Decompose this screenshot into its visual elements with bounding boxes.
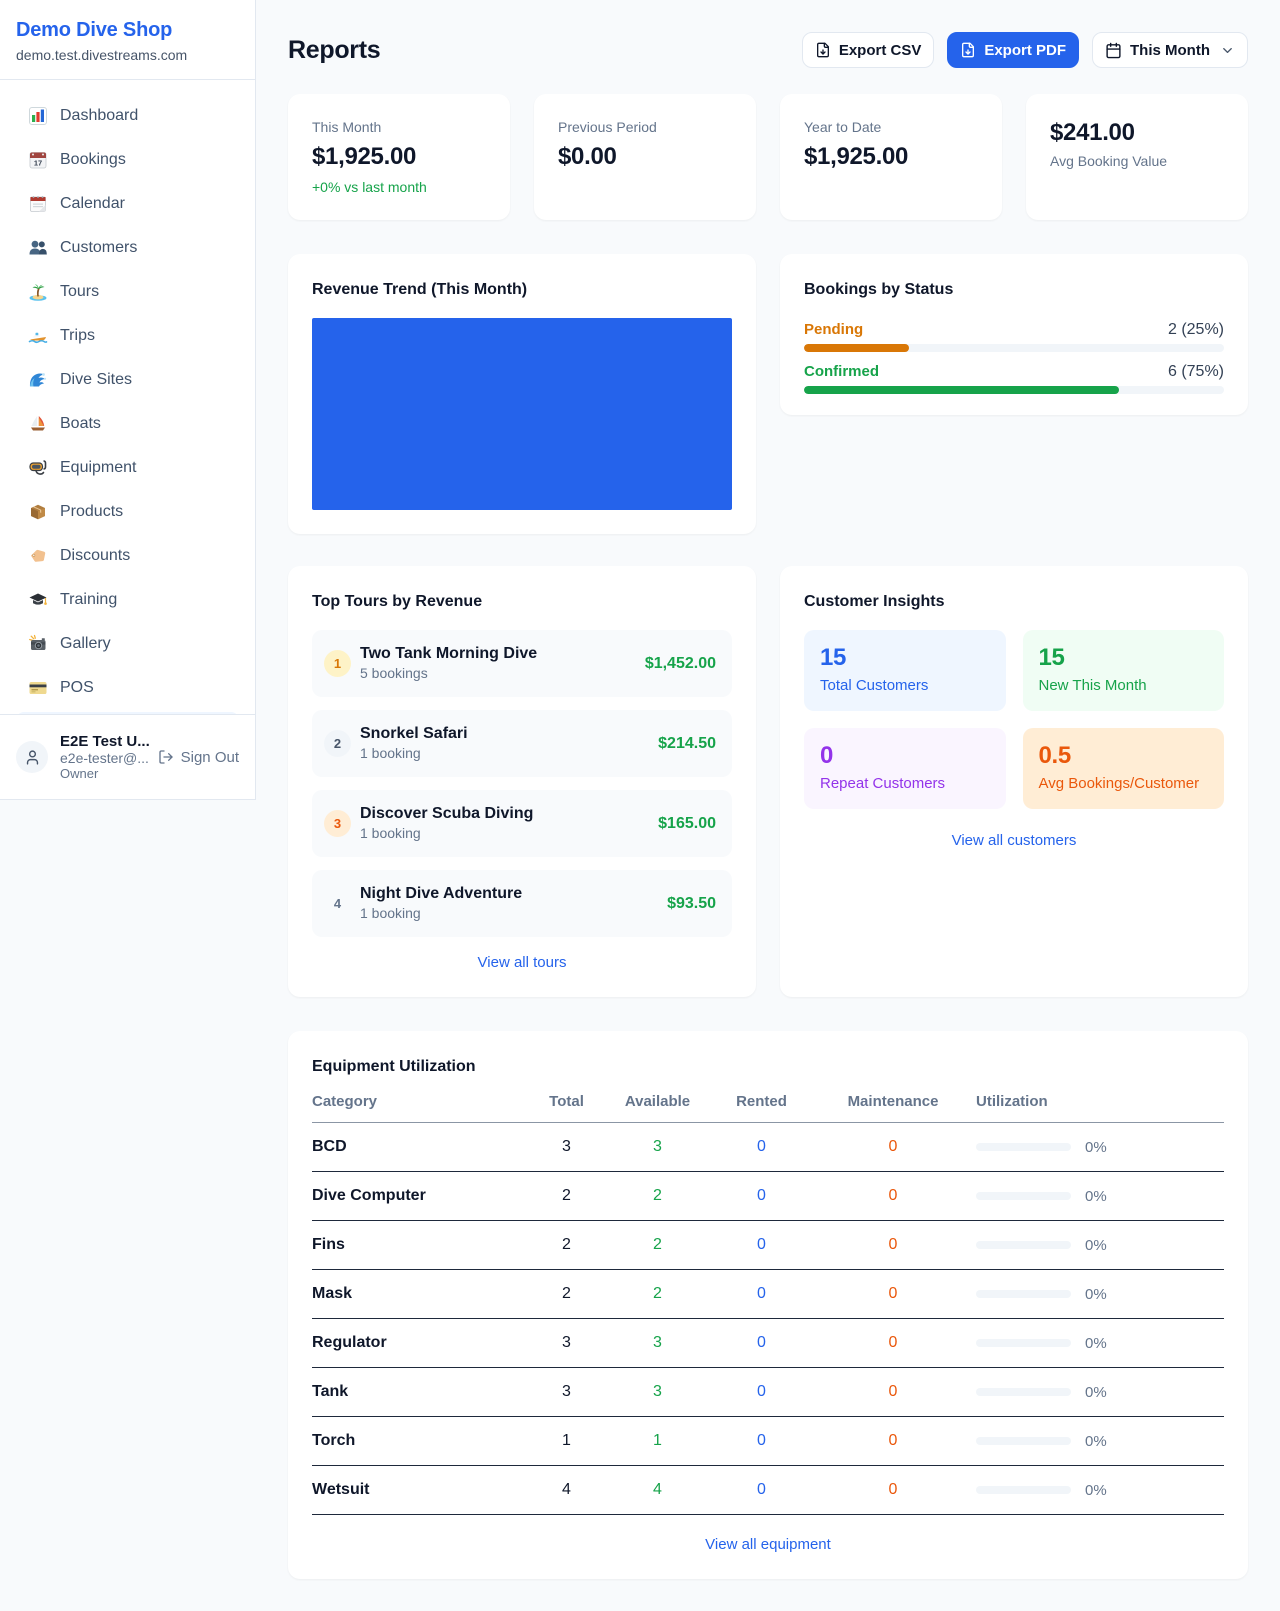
svg-text:17: 17 — [34, 159, 42, 168]
